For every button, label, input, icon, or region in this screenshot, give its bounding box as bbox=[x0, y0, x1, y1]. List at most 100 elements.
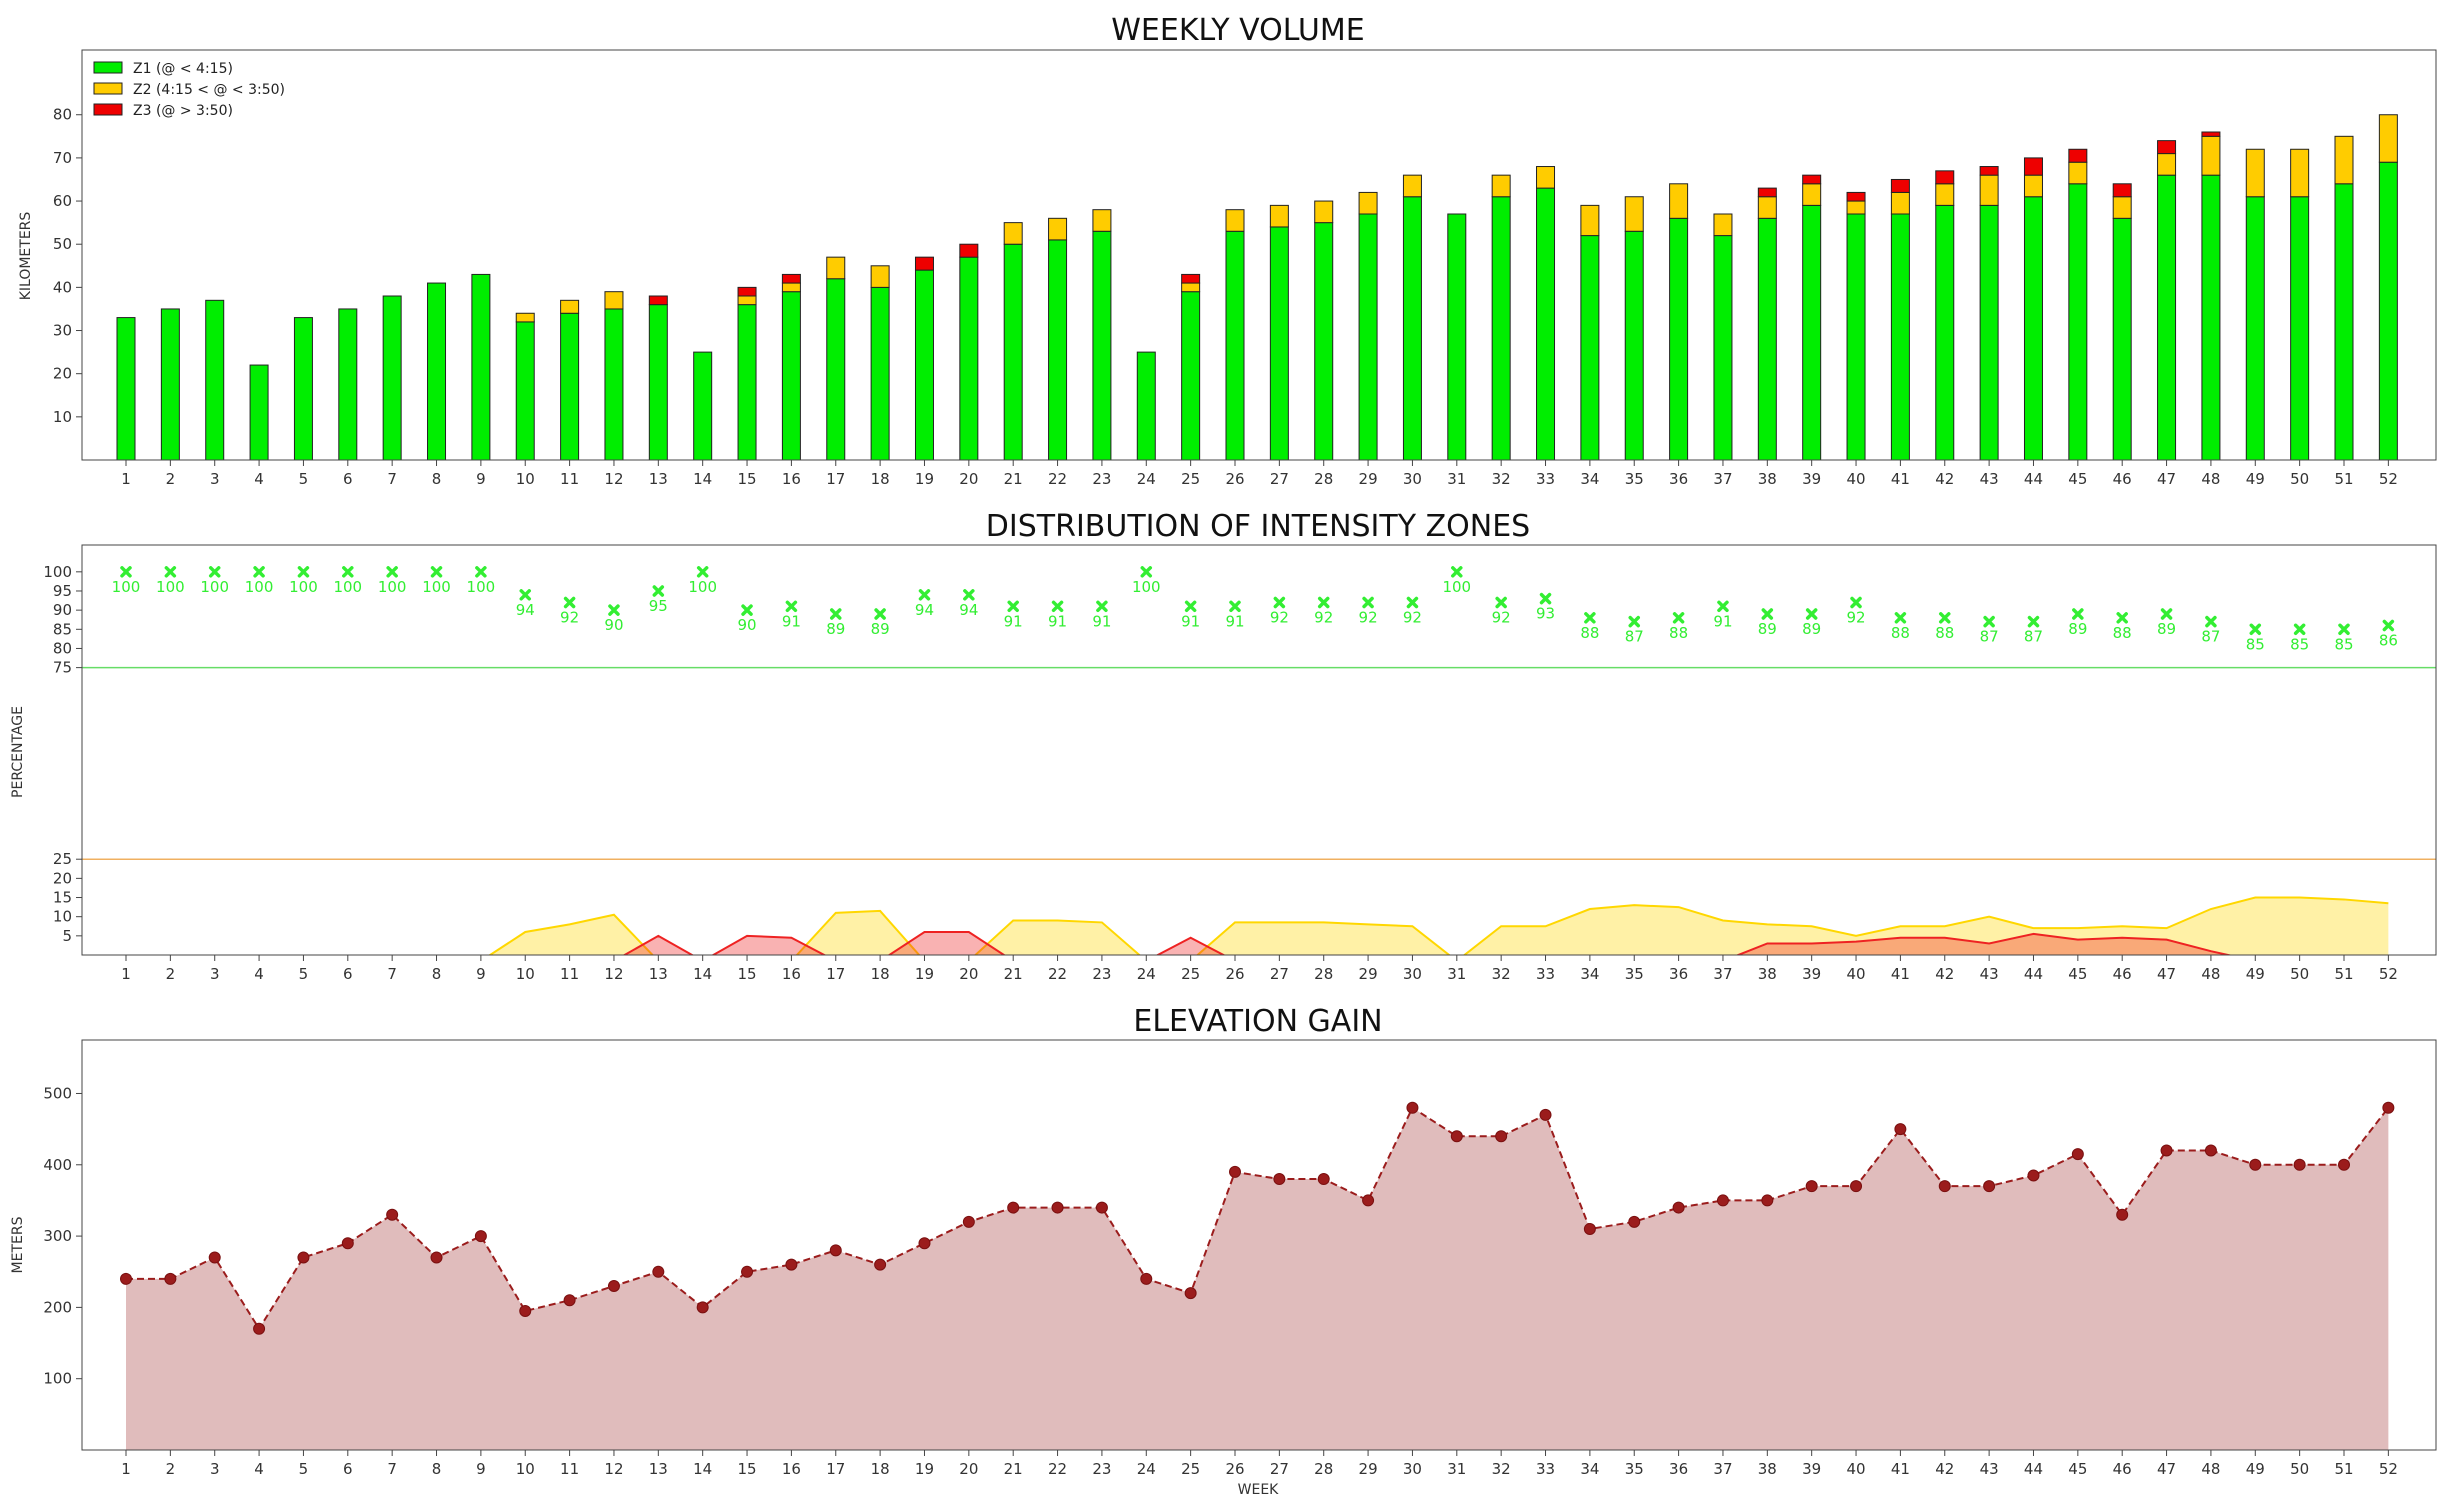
bar-z1-week-45 bbox=[2068, 183, 2088, 461]
elevation-point-week-40 bbox=[1850, 1180, 1863, 1193]
z1-marker-week-40 bbox=[1850, 596, 1862, 609]
z1-value-label: 92 bbox=[1314, 608, 1333, 626]
z1-value-label: 100 bbox=[333, 578, 362, 596]
bar-z1-week-19 bbox=[914, 269, 934, 461]
elevation-gain-xlabel: WEEK bbox=[1238, 1482, 1280, 1498]
z1-value-label: 90 bbox=[604, 616, 623, 634]
z1-marker bbox=[1495, 596, 1507, 609]
elevation-point-week-1 bbox=[120, 1272, 132, 1285]
x-tick-label: 40 bbox=[1846, 1460, 1865, 1478]
y-tick-label: 500 bbox=[43, 1084, 72, 1102]
x-tick-label: 7 bbox=[387, 1460, 397, 1478]
x-tick-label: 11 bbox=[560, 1460, 579, 1478]
x-tick-label: 8 bbox=[432, 965, 442, 983]
z1-marker bbox=[1761, 608, 1774, 620]
x-tick-label: 2 bbox=[166, 1460, 176, 1478]
x-tick-label: 28 bbox=[1314, 1460, 1333, 1478]
bar-z3-week-38 bbox=[1757, 187, 1777, 198]
x-tick-label: 2 bbox=[166, 470, 176, 488]
y-tick-label: 25 bbox=[53, 850, 72, 868]
x-tick-label: 47 bbox=[2157, 470, 2176, 488]
x-tick-label: 27 bbox=[1270, 965, 1289, 983]
intensity-zones-ylabel: PERCENTAGE bbox=[10, 706, 26, 798]
z1-marker bbox=[430, 566, 443, 578]
elevation-point-week-45 bbox=[2071, 1148, 2084, 1161]
z1-value-label: 88 bbox=[2113, 624, 2132, 642]
y-tick-label: 200 bbox=[43, 1298, 72, 1316]
x-tick-label: 50 bbox=[2290, 1460, 2309, 1478]
x-tick-label: 1 bbox=[121, 965, 131, 983]
bar-z2-week-50 bbox=[2290, 148, 2310, 198]
bar-z1-week-3 bbox=[205, 299, 225, 461]
elevation-point-week-9 bbox=[474, 1230, 487, 1243]
z1-marker-week-49 bbox=[2249, 623, 2262, 636]
z1-marker bbox=[830, 608, 842, 620]
z1-marker bbox=[1805, 608, 1818, 620]
z1-marker-week-48 bbox=[2205, 615, 2217, 628]
x-tick-label: 39 bbox=[1802, 965, 1821, 983]
x-tick-label: 23 bbox=[1092, 1460, 1111, 1478]
legend-label-z1: Z1 (@ < 4:15) bbox=[133, 61, 233, 77]
z1-value-label: 90 bbox=[737, 616, 756, 634]
z1-value-label: 92 bbox=[1492, 608, 1511, 626]
x-tick-label: 34 bbox=[1580, 470, 1599, 488]
bar-z1-week-1 bbox=[116, 317, 136, 461]
x-tick-label: 11 bbox=[560, 965, 579, 983]
bar-z3-week-41 bbox=[1890, 178, 1910, 193]
elevation-point-week-47 bbox=[2160, 1144, 2173, 1157]
x-tick-label: 13 bbox=[649, 1460, 668, 1478]
intensity-zones-panel: DISTRIBUTION OF INTENSITY ZONES PERCENTA… bbox=[10, 509, 2437, 983]
elevation-point-week-10 bbox=[519, 1304, 532, 1317]
x-tick-label: 21 bbox=[1004, 965, 1023, 983]
x-tick-label: 29 bbox=[1359, 965, 1378, 983]
z1-marker bbox=[874, 608, 886, 620]
x-tick-label: 16 bbox=[782, 965, 801, 983]
x-tick-label: 49 bbox=[2246, 470, 2265, 488]
z1-marker-week-12 bbox=[608, 604, 620, 616]
bar-z2-week-45 bbox=[2068, 161, 2088, 185]
x-tick-label: 2 bbox=[166, 965, 176, 983]
bar-z2-week-29 bbox=[1358, 191, 1378, 215]
x-tick-label: 1 bbox=[121, 1460, 131, 1478]
x-tick-label: 23 bbox=[1092, 470, 1111, 488]
z1-marker-week-10 bbox=[519, 589, 531, 601]
z1-marker bbox=[1051, 600, 1064, 613]
y-tick-label: 15 bbox=[53, 889, 72, 907]
x-tick-label: 6 bbox=[343, 965, 353, 983]
x-tick-label: 20 bbox=[959, 1460, 978, 1478]
z1-marker-week-13 bbox=[652, 585, 665, 597]
z1-marker-week-3 bbox=[208, 566, 221, 578]
bar-z1-week-14 bbox=[693, 351, 713, 461]
x-tick-label: 13 bbox=[649, 470, 668, 488]
x-tick-label: 38 bbox=[1758, 470, 1777, 488]
x-tick-label: 17 bbox=[826, 1460, 845, 1478]
z1-value-label: 89 bbox=[1802, 620, 1821, 638]
z1-marker bbox=[1096, 600, 1108, 613]
x-tick-label: 41 bbox=[1891, 470, 1910, 488]
z1-marker bbox=[2116, 612, 2128, 624]
elevation-point-week-16 bbox=[785, 1258, 798, 1271]
x-tick-label: 46 bbox=[2113, 470, 2132, 488]
y-tick-label: 75 bbox=[53, 659, 72, 677]
bar-z3-week-42 bbox=[1935, 170, 1955, 185]
bar-z1-week-31 bbox=[1447, 213, 1467, 461]
elevation-point-week-52 bbox=[2382, 1101, 2395, 1114]
bar-z2-week-47 bbox=[2157, 153, 2177, 176]
z1-marker-week-4 bbox=[253, 566, 265, 578]
x-tick-label: 10 bbox=[516, 1460, 535, 1478]
bar-z1-week-23 bbox=[1092, 230, 1112, 461]
elevation-point-week-20 bbox=[962, 1215, 975, 1228]
z1-marker-week-16 bbox=[785, 600, 798, 613]
bar-z1-week-8 bbox=[427, 282, 447, 461]
z1-marker bbox=[1140, 566, 1153, 578]
elevation-point-week-14 bbox=[696, 1301, 709, 1314]
bar-z2-week-40 bbox=[1846, 200, 1866, 215]
x-tick-label: 11 bbox=[560, 470, 579, 488]
bar-z2-week-38 bbox=[1757, 196, 1777, 219]
x-tick-label: 12 bbox=[604, 470, 623, 488]
x-tick-label: 8 bbox=[432, 1460, 442, 1478]
x-tick-label: 1 bbox=[121, 470, 131, 488]
elevation-point-week-50 bbox=[2293, 1158, 2306, 1171]
z1-value-label: 94 bbox=[915, 601, 934, 619]
z1-value-label: 92 bbox=[560, 608, 579, 626]
